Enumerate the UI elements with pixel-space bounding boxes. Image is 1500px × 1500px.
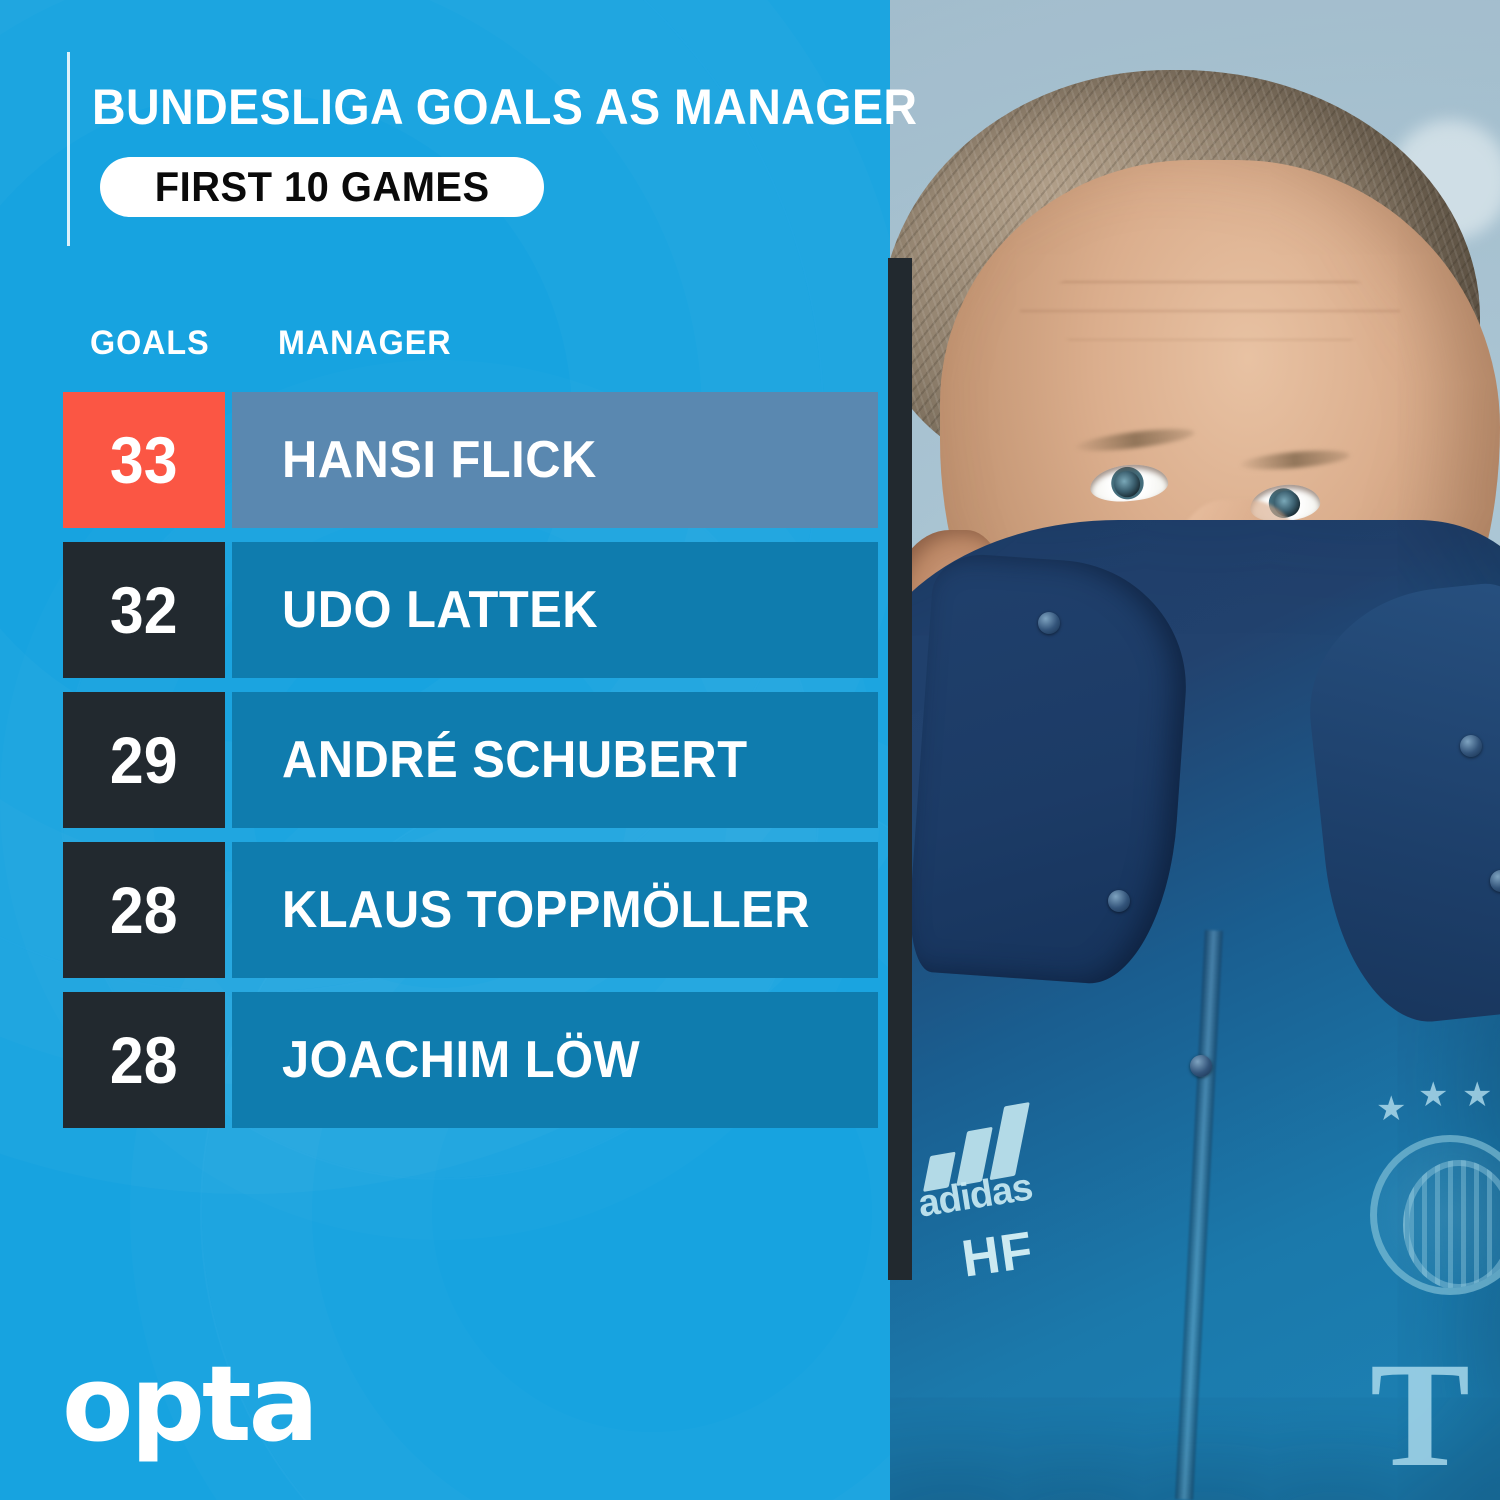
jacket-snap [1490,870,1500,892]
forehead-lines [1020,265,1400,355]
goals-cell: 28 [63,842,225,978]
telekom-sponsor-logo: T [1370,1332,1471,1498]
table-row: 29 ANDRÉ SCHUBERT [0,692,890,828]
table-row: 28 JOACHIM LÖW [0,992,890,1128]
jacket-initials: HF [958,1221,1038,1289]
crest-star-icon: ★ [1462,1076,1493,1114]
manager-cell: UDO LATTEK [232,542,878,678]
goals-cell: 29 [63,692,225,828]
table-row: 33 HANSI FLICK [0,392,890,528]
opta-logo: opta [62,1343,319,1465]
manager-name: UDO LATTEK [282,581,599,639]
manager-cell: KLAUS TOPPMÖLLER [232,842,878,978]
manager-cell: ANDRÉ SCHUBERT [232,692,878,828]
table-row: 32 UDO LATTEK [0,542,890,678]
table-row: 28 KLAUS TOPPMÖLLER [0,842,890,978]
subject-photo: adidas HF ★ ★ ★ ★ T [890,0,1500,1500]
crest-star-icon: ★ [1418,1076,1449,1114]
fc-bayern-crest-icon [1370,1135,1500,1295]
goals-value: 32 [110,573,178,647]
manager-cell: JOACHIM LÖW [232,992,878,1128]
goals-cell: 33 [63,392,225,528]
manager-name: ANDRÉ SCHUBERT [282,731,748,789]
subtitle-pill: FIRST 10 GAMES [100,157,545,217]
goals-value: 33 [110,423,178,497]
column-headers: GOALS MANAGER [0,326,890,372]
page-title: BUNDESLIGA GOALS AS MANAGER [92,79,918,135]
ranking-list: 33 HANSI FLICK 32 UDO LATTEK 29 ANDRÉ SCHUBER… [0,392,890,1142]
crest-star-icon: ★ [1376,1090,1407,1128]
subtitle-pill-label: FIRST 10 GAMES [154,163,490,210]
goals-value: 28 [110,873,178,947]
manager-name: HANSI FLICK [282,431,597,489]
column-header-goals: GOALS [90,324,210,362]
column-header-manager: MANAGER [278,324,452,362]
divider-bar [888,258,912,1280]
manager-name: KLAUS TOPPMÖLLER [282,881,811,939]
goals-cell: 28 [63,992,225,1128]
manager-cell: HANSI FLICK [232,392,878,528]
title-accent-line [67,52,70,246]
jacket-snap [1460,735,1482,757]
manager-name: JOACHIM LÖW [282,1031,641,1089]
goals-value: 28 [110,1023,178,1097]
jacket-snap [1190,1055,1212,1077]
jacket-snap [1108,890,1130,912]
jacket-snap [1038,612,1060,634]
goals-value: 29 [110,723,178,797]
goals-cell: 32 [63,542,225,678]
